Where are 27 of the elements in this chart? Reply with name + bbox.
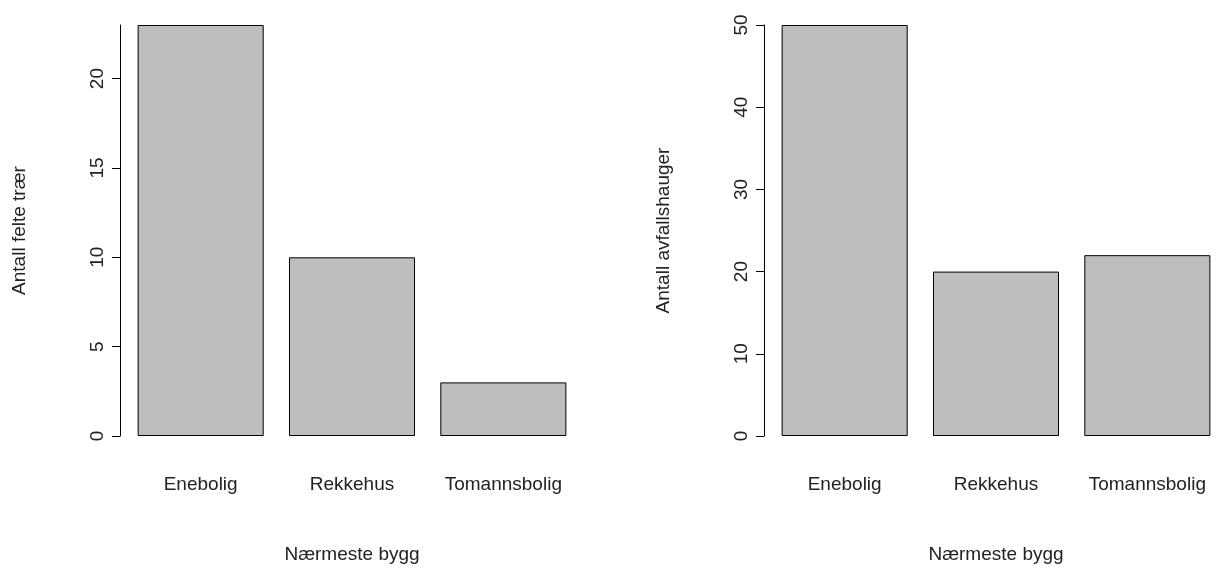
y-tick-label: 0: [730, 430, 751, 442]
y-axis-title: Antall avfallshauger: [652, 146, 673, 314]
y-tick-label: 30: [730, 178, 751, 200]
x-tick-label: Enebolig: [807, 473, 882, 494]
y-tick-label: 10: [86, 246, 107, 268]
x-tick-label: Rekkehus: [309, 473, 395, 494]
bar: [1084, 255, 1211, 436]
bar: [137, 25, 264, 436]
x-axis-title: Nærmeste bygg: [928, 543, 1064, 564]
bar: [440, 382, 567, 436]
x-tick-label: Enebolig: [163, 473, 238, 494]
x-axis-title: Nærmeste bygg: [284, 543, 420, 564]
y-tick-label: 50: [730, 14, 751, 36]
bar: [781, 25, 908, 436]
x-tick-label: Tomannsbolig: [1088, 473, 1206, 494]
y-tick-label: 40: [730, 96, 751, 118]
y-tick-label: 20: [86, 68, 107, 90]
x-tick-label: Rekkehus: [953, 473, 1039, 494]
y-tick-label: 10: [730, 343, 751, 365]
y-tick-label: 5: [86, 341, 107, 352]
y-tick-label: 15: [86, 157, 107, 179]
x-tick-label: Tomannsbolig: [444, 473, 562, 494]
bar: [932, 271, 1060, 436]
y-tick-label: 20: [730, 261, 751, 283]
bar: [288, 257, 416, 436]
y-axis-title: Antall felte trær: [8, 165, 29, 295]
y-tick-label: 0: [86, 430, 107, 442]
